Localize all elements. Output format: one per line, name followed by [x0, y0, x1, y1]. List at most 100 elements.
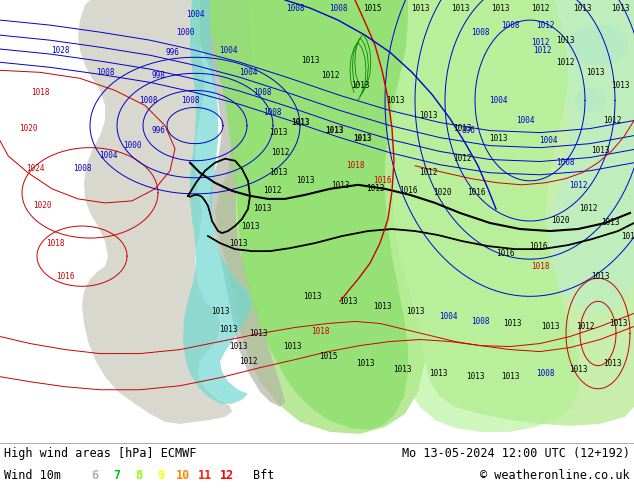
Text: 1012: 1012: [603, 116, 621, 125]
Text: 1008: 1008: [329, 3, 347, 13]
Text: 1008: 1008: [536, 369, 554, 378]
Text: 1018: 1018: [46, 239, 64, 247]
Text: 1008: 1008: [471, 317, 489, 326]
Text: 1013: 1013: [453, 124, 471, 133]
Text: 1013: 1013: [339, 297, 357, 306]
Text: 1018: 1018: [31, 88, 49, 97]
Text: 1008: 1008: [501, 21, 519, 29]
Text: 1012: 1012: [536, 21, 554, 29]
Text: 1013: 1013: [241, 221, 259, 230]
Text: 1013: 1013: [406, 307, 424, 316]
Text: 1013: 1013: [253, 204, 271, 214]
Text: 7: 7: [113, 469, 120, 483]
Text: 1016: 1016: [399, 186, 417, 196]
Text: 1013: 1013: [411, 3, 429, 13]
Text: 1013: 1013: [326, 126, 344, 135]
Text: 1013: 1013: [569, 365, 587, 374]
Text: 1013: 1013: [611, 3, 630, 13]
Text: 1013: 1013: [501, 372, 519, 381]
Text: 896: 896: [461, 126, 475, 135]
Polygon shape: [540, 0, 634, 314]
Text: 1013: 1013: [601, 219, 619, 227]
Text: 1016: 1016: [373, 176, 391, 185]
Polygon shape: [392, 0, 634, 426]
Text: 1013: 1013: [303, 292, 321, 301]
Polygon shape: [200, 0, 285, 407]
Text: 1013: 1013: [489, 134, 507, 143]
Text: 1013: 1013: [611, 81, 630, 90]
Text: 996: 996: [165, 48, 179, 57]
Text: © weatheronline.co.uk: © weatheronline.co.uk: [481, 469, 630, 483]
Text: 998: 998: [151, 71, 165, 80]
Text: 1012: 1012: [569, 181, 587, 190]
Text: 1013: 1013: [451, 3, 469, 13]
Text: 1013: 1013: [295, 176, 314, 185]
Text: 1008: 1008: [139, 96, 157, 105]
Text: 1004: 1004: [99, 151, 117, 160]
Text: 1013: 1013: [385, 96, 404, 105]
Text: 1016: 1016: [56, 272, 74, 281]
Text: 1013: 1013: [591, 146, 609, 155]
Text: 1020: 1020: [433, 188, 451, 197]
Text: 1012: 1012: [576, 322, 594, 331]
Text: 1013: 1013: [392, 365, 411, 374]
Text: 1012: 1012: [533, 46, 551, 55]
Text: 1013: 1013: [301, 56, 320, 65]
Text: 1012: 1012: [239, 357, 257, 366]
Text: 1004: 1004: [239, 68, 257, 77]
Text: 1015: 1015: [319, 352, 337, 361]
Text: 1012: 1012: [531, 3, 549, 13]
Text: 1012: 1012: [531, 38, 549, 47]
Text: 1008: 1008: [471, 27, 489, 37]
Text: 1013: 1013: [356, 359, 374, 368]
Text: 1004: 1004: [489, 96, 507, 105]
Text: 1013: 1013: [556, 36, 574, 45]
Text: 1013: 1013: [353, 134, 372, 143]
Text: 1004: 1004: [219, 46, 237, 55]
Text: 6: 6: [91, 469, 98, 483]
Text: 1004: 1004: [539, 136, 557, 145]
Text: 1013: 1013: [229, 342, 247, 351]
Ellipse shape: [575, 88, 605, 113]
Text: 1013: 1013: [586, 68, 604, 77]
Polygon shape: [195, 0, 425, 434]
Text: 1013: 1013: [603, 359, 621, 368]
Text: Wind 10m: Wind 10m: [4, 469, 61, 483]
Text: 1000: 1000: [123, 141, 141, 150]
Text: 11: 11: [198, 469, 212, 483]
Text: 1013: 1013: [429, 369, 447, 378]
Text: 1020: 1020: [551, 217, 569, 225]
Text: 1015: 1015: [363, 3, 381, 13]
Text: 1018: 1018: [531, 262, 549, 270]
Text: Mo 13-05-2024 12:00 UTC (12+192): Mo 13-05-2024 12:00 UTC (12+192): [402, 447, 630, 461]
Polygon shape: [183, 0, 252, 404]
Text: 996: 996: [151, 126, 165, 135]
Text: 1013: 1013: [573, 3, 592, 13]
Polygon shape: [385, 0, 580, 432]
Text: 1028: 1028: [51, 46, 69, 55]
Text: 1012: 1012: [271, 148, 289, 157]
Text: 1013: 1013: [229, 239, 247, 247]
Text: 1008: 1008: [286, 3, 304, 13]
Text: 1013: 1013: [373, 302, 391, 311]
Text: 1013: 1013: [331, 181, 349, 190]
Text: 1012: 1012: [262, 186, 281, 196]
Text: 1013: 1013: [269, 128, 287, 137]
Text: 1018: 1018: [311, 327, 329, 336]
Text: 1000: 1000: [176, 27, 194, 37]
Text: 1013: 1013: [541, 322, 559, 331]
Text: 1013: 1013: [621, 232, 634, 241]
Text: 8: 8: [136, 469, 143, 483]
Text: 1018: 1018: [346, 161, 365, 170]
Text: 1016: 1016: [496, 248, 514, 258]
Ellipse shape: [568, 25, 628, 65]
Text: 9: 9: [157, 469, 165, 483]
Text: 1013: 1013: [366, 184, 384, 194]
Text: 1013: 1013: [591, 272, 609, 281]
Text: 1013: 1013: [609, 319, 627, 328]
Text: 1013: 1013: [219, 325, 237, 334]
Text: 1016: 1016: [529, 242, 547, 250]
Text: 1020: 1020: [19, 124, 37, 133]
Polygon shape: [78, 0, 232, 424]
Text: 1008: 1008: [253, 88, 271, 97]
